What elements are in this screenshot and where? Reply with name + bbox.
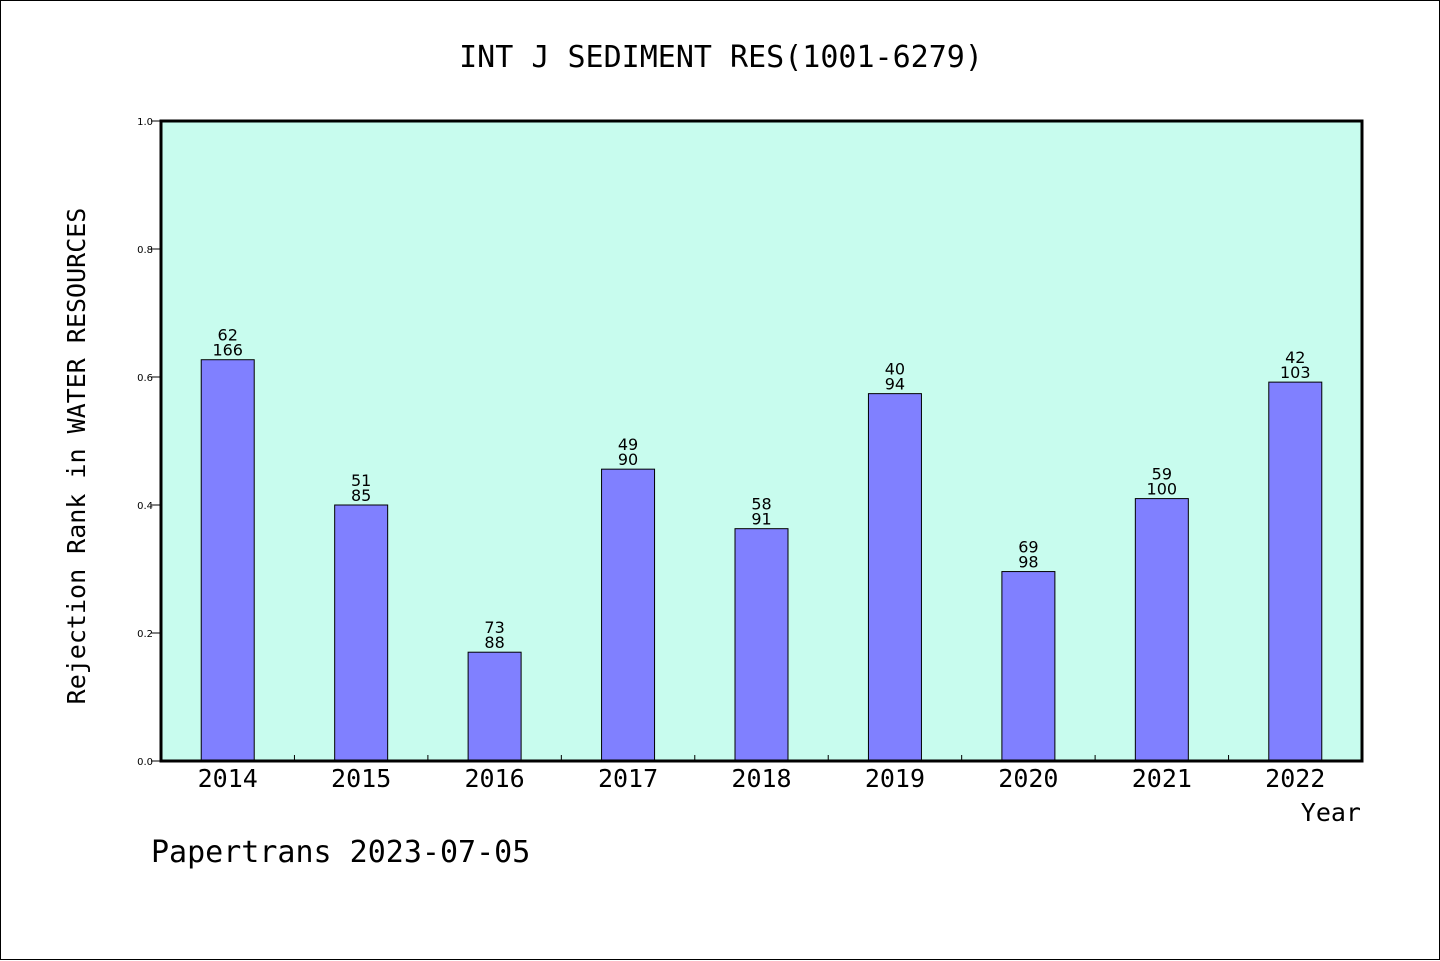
data-label-bottom: 100 [1147, 480, 1178, 499]
data-label-top: 51 [351, 471, 371, 490]
x-tick-label: 2017 [598, 764, 658, 793]
x-tick-label: 2016 [465, 764, 525, 793]
data-label-top: 69 [1018, 538, 1038, 557]
y-tick-label: 0.6 [137, 373, 153, 384]
data-label-top: 59 [1152, 465, 1172, 484]
bar-2016 [467, 651, 522, 762]
y-tick-label: 0.8 [137, 245, 153, 256]
data-label-top: 58 [751, 495, 771, 514]
data-label-top: 49 [618, 435, 638, 454]
data-label-top: 42 [1285, 348, 1305, 367]
bars [200, 359, 1323, 762]
data-label-top: 62 [218, 326, 238, 345]
y-tick-label: 0.0 [137, 757, 153, 768]
y-tick-label: 1.0 [137, 117, 153, 128]
data-label-top: 40 [885, 360, 905, 379]
x-tick-label: 2014 [198, 764, 258, 793]
bar-2019 [867, 393, 922, 762]
chart-title: INT J SEDIMENT RES(1001-6279) [459, 40, 983, 75]
data-label-bottom: 90 [618, 450, 638, 469]
y-tick-label: 0.2 [137, 629, 153, 640]
data-label-bottom: 166 [212, 341, 243, 360]
plot-border [159, 119, 1364, 763]
x-tick-label: 2015 [331, 764, 391, 793]
bar-2020 [1001, 571, 1056, 762]
x-tick-label: 2021 [1132, 764, 1192, 793]
y-axis: 0.0 0.2 0.4 0.6 0.8 1.0 [137, 117, 161, 768]
x-tick-label: 2018 [731, 764, 791, 793]
y-axis-label: Rejection Rank in WATER RESOURCES [62, 208, 91, 705]
x-tick-label: 2019 [865, 764, 925, 793]
data-label-bottom: 94 [885, 375, 905, 394]
data-label-bottom: 88 [484, 633, 504, 652]
bar-2022 [1268, 381, 1323, 762]
bar-2021 [1134, 498, 1189, 762]
x-tick-label: 2022 [1265, 764, 1325, 793]
bar-2015 [334, 504, 389, 762]
data-label-top: 73 [484, 618, 504, 637]
footer-credit: Papertrans 2023-07-05 [151, 835, 531, 870]
data-label-bottom: 85 [351, 486, 371, 505]
data-label-bottom: 98 [1018, 553, 1038, 572]
x-axis: 2014 2015 2016 2017 2018 2019 2020 2021 2022 [198, 755, 1325, 793]
y-tick-label: 0.4 [137, 501, 153, 512]
bar-2017 [601, 468, 656, 762]
bar-2018 [734, 528, 789, 762]
x-tick-label: 2020 [998, 764, 1058, 793]
bar-2014 [200, 359, 255, 762]
data-label-bottom: 91 [751, 510, 771, 529]
data-label-bottom: 103 [1280, 363, 1311, 382]
x-axis-label: Year [1301, 798, 1361, 827]
